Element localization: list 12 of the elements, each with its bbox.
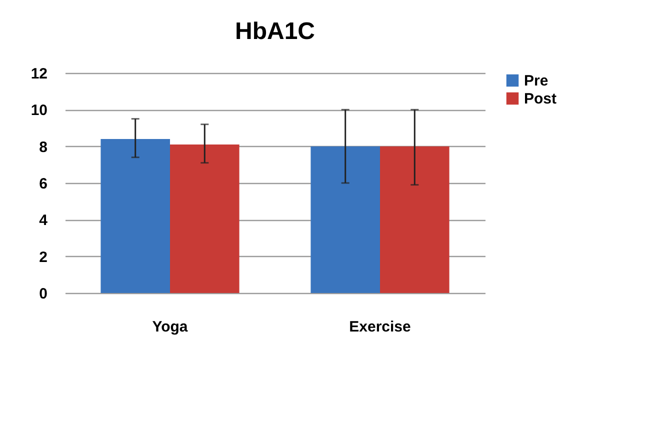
x-tick-label: Yoga [152,318,188,336]
legend-label: Post [524,90,557,108]
y-tick-label: 6 [39,176,48,192]
y-tick-label: 2 [39,248,48,266]
y-tick-label: 4 [39,212,48,230]
y-tick-label: 0 [39,286,48,302]
chart-title: HbA1C [234,18,316,45]
legend-label: Pre [524,72,548,90]
y-tick-label: 8 [39,138,48,156]
x-tick-label: Exercise [349,318,411,336]
y-tick-label: 10 [30,102,48,120]
y-tick-label: 12 [30,66,48,82]
